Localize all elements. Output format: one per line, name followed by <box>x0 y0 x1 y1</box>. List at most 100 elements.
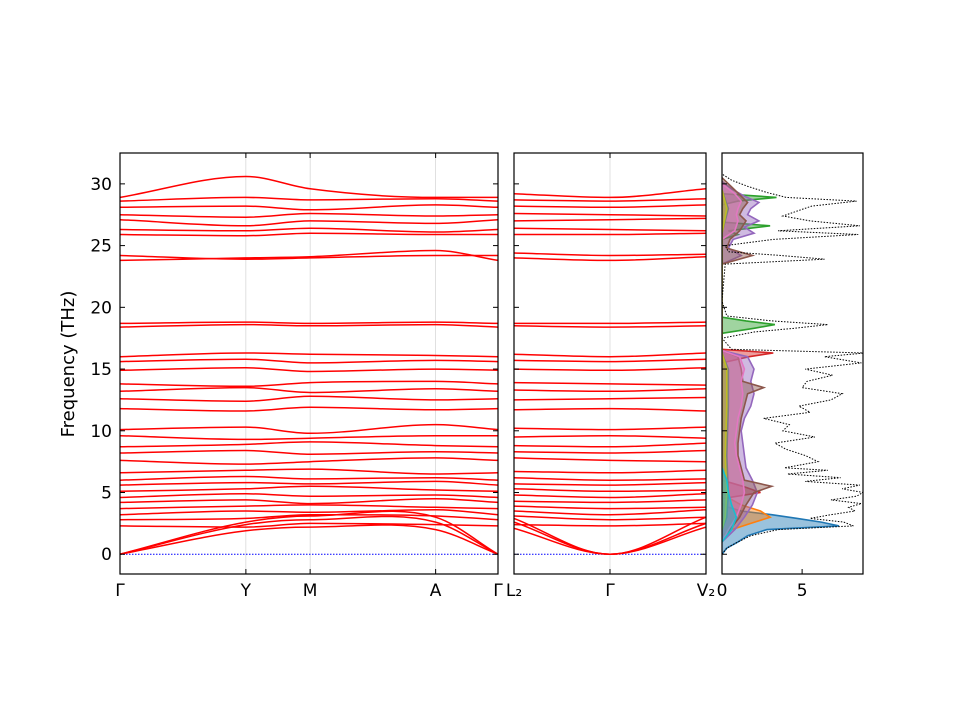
phonon-band <box>514 197 706 202</box>
phonon-band <box>120 358 498 364</box>
phonon-band <box>120 515 498 555</box>
phonon-band <box>514 255 706 262</box>
phonon-band <box>120 196 498 202</box>
phonon-band <box>120 457 498 465</box>
phonon-band <box>120 510 498 555</box>
phonon-band <box>514 188 706 199</box>
phonon-band <box>514 252 706 257</box>
phonon-band <box>120 475 498 481</box>
phonon-band <box>514 217 706 222</box>
phonon-band <box>514 522 706 527</box>
band-lines <box>514 188 706 555</box>
y-axis-label: Frequency (THz) <box>58 291 79 438</box>
partial-dos-line <box>722 189 728 530</box>
partial-dos-fill <box>722 181 759 542</box>
phonon-band <box>120 493 498 499</box>
phonon-band <box>120 497 498 505</box>
x-tick-label: A <box>430 581 442 601</box>
y-tick-label: 10 <box>90 422 112 442</box>
phonon-band <box>514 434 706 439</box>
y-tick-label: 25 <box>90 237 112 257</box>
y-tick-label: 15 <box>90 360 112 380</box>
phonon-band <box>514 212 706 217</box>
phonon-band <box>120 212 498 218</box>
panel-frame <box>721 152 864 575</box>
partial-dos-fill <box>722 177 772 542</box>
y-tick-label: 30 <box>90 175 112 195</box>
phonon-band <box>514 476 706 481</box>
phonon-band <box>120 254 498 260</box>
phonon-band <box>120 218 498 227</box>
band-structure-right-panel: L₂ Γ V₂ <box>506 152 715 601</box>
x-tick-label: 0 <box>717 581 728 601</box>
phonon-band <box>514 488 706 493</box>
phonon-band <box>514 516 706 555</box>
phonon-band <box>514 388 706 393</box>
band-structure-left-panel: 0 5 10 15 20 25 30 Γ Y M A Γ <box>90 152 503 601</box>
band-lines <box>120 175 498 555</box>
phonon-band <box>514 426 706 431</box>
phonon-band <box>514 469 706 474</box>
phonon-band <box>514 457 706 463</box>
phonon-band <box>514 381 706 386</box>
phonon-band <box>514 232 706 236</box>
y-tick-label: 0 <box>101 545 112 565</box>
phonon-band <box>514 358 706 363</box>
phonon-band <box>514 509 706 516</box>
phonon-band <box>120 449 498 455</box>
partial-dos-fill <box>722 190 727 530</box>
phonon-band <box>120 434 498 441</box>
x-tick-label: Γ <box>115 581 125 601</box>
phonon-band <box>120 524 498 555</box>
phonon-band <box>120 386 498 394</box>
phonon-band <box>514 515 706 521</box>
phonon-band <box>514 325 706 328</box>
phonon-band <box>120 468 498 475</box>
phonon-band <box>120 380 498 388</box>
phonon-band <box>120 423 498 435</box>
phonon-band <box>514 227 706 232</box>
phonon-band <box>120 323 498 328</box>
x-tick-label: V₂ <box>697 581 715 601</box>
phonon-band <box>514 499 706 504</box>
dos-curves <box>722 173 863 555</box>
phonon-band <box>120 513 498 521</box>
partial-dos-line <box>722 467 738 543</box>
x-tick-label: 5 <box>797 581 808 601</box>
phonon-band <box>120 509 498 516</box>
x-tick-label: L₂ <box>506 581 522 601</box>
phonon-band <box>514 442 706 448</box>
partial-dos-line <box>722 183 746 543</box>
phonon-band <box>120 352 498 358</box>
phonon-band <box>514 396 706 401</box>
phonon-band <box>120 406 498 412</box>
phonon-band <box>120 204 498 211</box>
x-tick-label: Y <box>240 581 252 601</box>
panel-frame <box>119 152 499 575</box>
phonon-band <box>120 522 498 528</box>
phonon-band <box>120 249 498 262</box>
phonon-band <box>514 449 706 454</box>
y-tick-label: 5 <box>101 484 112 504</box>
phonon-band <box>120 441 498 448</box>
phonon-band <box>120 485 498 493</box>
phonon-band <box>120 395 498 402</box>
phonon-band <box>120 480 498 486</box>
phonon-band <box>514 321 706 325</box>
phonon-band <box>120 175 498 199</box>
phonon-band <box>514 367 706 372</box>
phonon-band <box>514 407 706 412</box>
phonon-band <box>120 232 498 237</box>
y-tick-label: 20 <box>90 298 112 318</box>
x-tick-label: Γ <box>493 581 503 601</box>
phonon-band <box>514 352 706 358</box>
partial-dos-fill <box>722 467 737 542</box>
phonon-band <box>120 367 498 373</box>
phonon-band <box>120 227 498 233</box>
phonon-band <box>514 505 706 510</box>
phonon-band <box>514 204 706 209</box>
phonon-band <box>514 493 706 499</box>
